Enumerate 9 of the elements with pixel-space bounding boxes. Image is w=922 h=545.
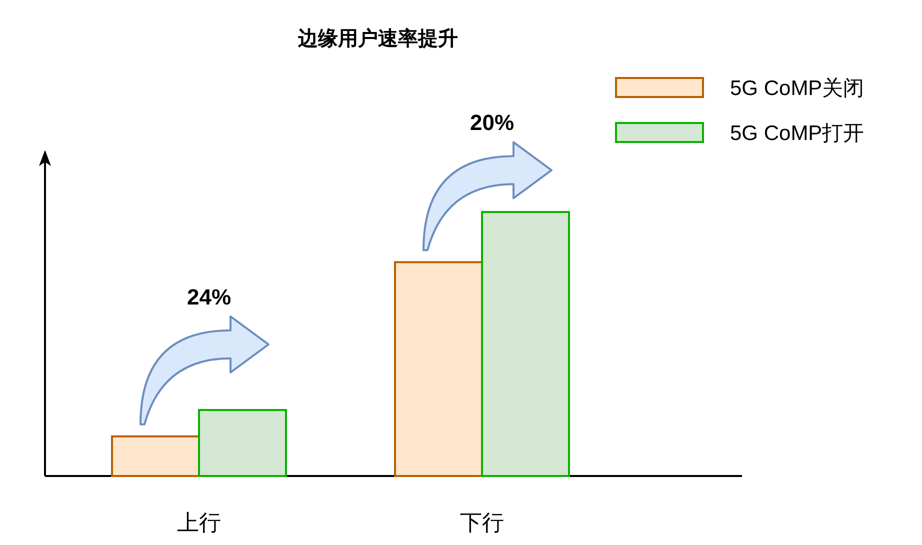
text: 20% bbox=[470, 110, 514, 136]
bar bbox=[394, 261, 483, 477]
legend-label: 5G CoMP关闭 bbox=[730, 77, 864, 100]
legend-label: 5G CoMP打开 bbox=[730, 122, 864, 145]
x-tick-label: 下行 bbox=[460, 510, 504, 535]
x-tick-label: 上行 bbox=[177, 510, 221, 535]
bar bbox=[111, 435, 200, 477]
chart-title: 边缘用户速率提升 bbox=[297, 27, 458, 50]
annotation: 24% bbox=[186, 284, 232, 310]
